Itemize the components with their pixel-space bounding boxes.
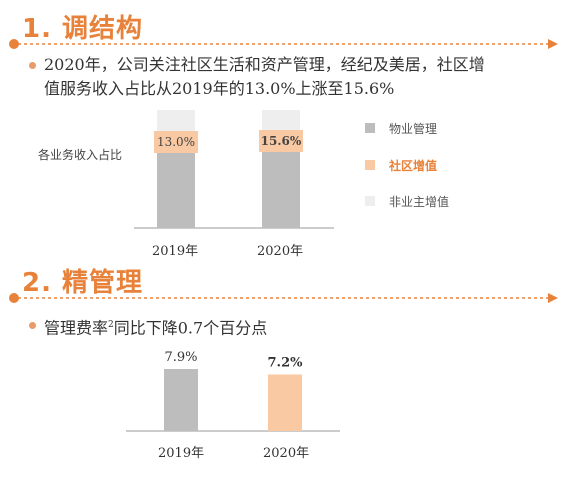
legend-label-property: 物业管理 — [389, 122, 438, 136]
legend-swatch-community — [365, 160, 375, 170]
chart1-xlabel-2019: 2019年 — [152, 244, 199, 259]
bar-community-1 — [259, 130, 303, 152]
bar-community-label-0: 13.0% — [157, 135, 195, 149]
legend-swatch-property — [365, 123, 375, 133]
bar-property-1 — [262, 152, 300, 228]
chart1-ylabel: 各业务收入占比 — [38, 148, 123, 162]
chart1-xlabel-2020: 2020年 — [257, 244, 304, 259]
legend-label-nonowner: 非业主增值 — [389, 195, 450, 209]
section2-text-sup: 2 — [108, 320, 114, 330]
legend-swatch-nonowner — [365, 196, 375, 206]
section-divider-1 — [9, 39, 558, 49]
bar-property-0 — [157, 153, 195, 228]
section1-text-line2: 值服务收入占比从2019年的13.0%上涨至15.6% — [44, 79, 395, 98]
bar-nonowner-1 — [262, 110, 300, 130]
chart2-xlabel-2019: 2019年 — [158, 446, 205, 461]
section-title-1: 1. 调结构 — [22, 14, 144, 44]
bullet-dot-1 — [29, 62, 36, 69]
section-divider-2 — [9, 293, 558, 303]
bullet-dot-2 — [29, 322, 36, 329]
legend-label-community: 社区增值 — [389, 159, 438, 173]
fee-bar-1 — [268, 374, 302, 431]
bar-community-label-1: 15.6% — [261, 134, 302, 148]
bar-community-0 — [154, 131, 198, 153]
section2-text-post: 同比下降0.7个百分点 — [113, 318, 268, 338]
chart2-xlabel-2020: 2020年 — [263, 446, 310, 461]
fee-bar-label-0: 7.9% — [164, 350, 197, 365]
section2-text: 管理费率2同比下降0.7个百分点 — [44, 314, 267, 339]
section-title-2: 2. 精管理 — [22, 268, 144, 298]
fee-bar-0 — [164, 369, 198, 431]
fee-bar-label-1: 7.2% — [268, 355, 304, 370]
bar-nonowner-0 — [157, 110, 195, 131]
section2-text-pre: 管理费率 — [44, 318, 109, 338]
section1-text-line1: 2020年，公司关注社区生活和资产管理，经纪及美居，社区增 — [44, 55, 485, 74]
